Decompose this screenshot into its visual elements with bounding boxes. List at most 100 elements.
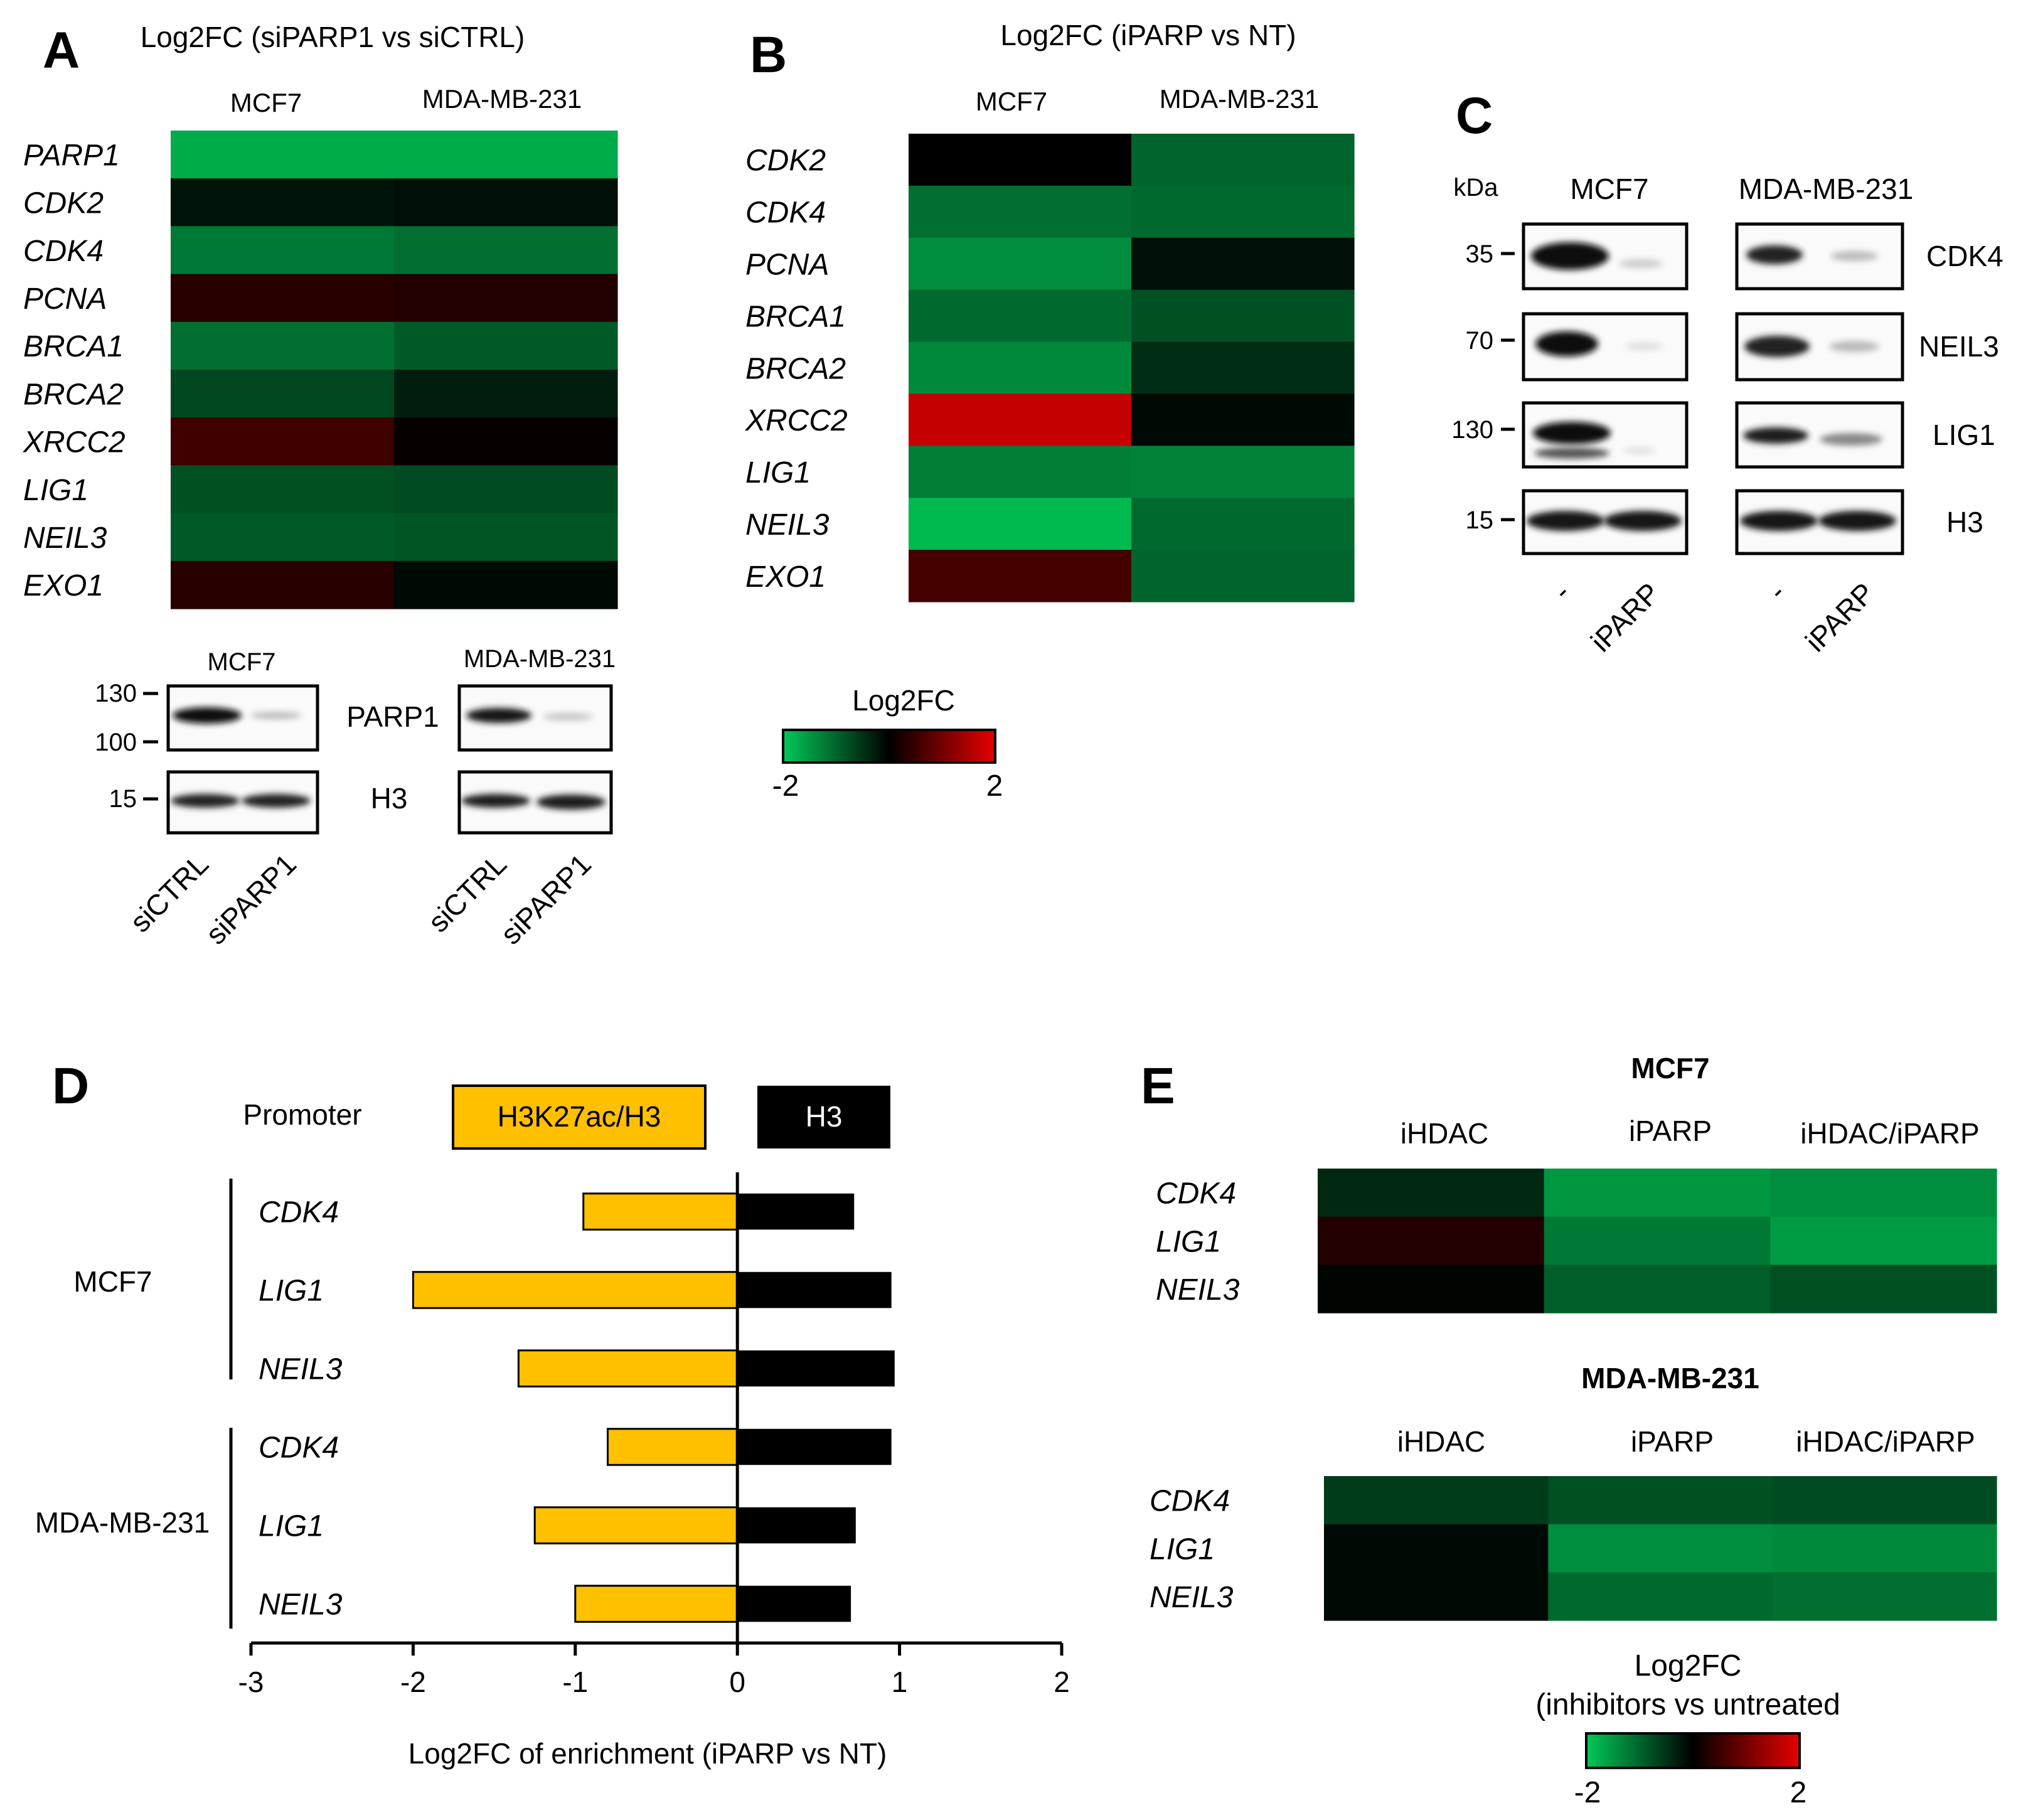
heatmap-cell — [1131, 289, 1355, 343]
blot-band — [466, 708, 531, 723]
heatmap-cell — [1324, 1524, 1549, 1573]
heatmap-cell — [1131, 134, 1355, 186]
heatmap-cell — [1324, 1572, 1549, 1621]
heatmap-cell — [171, 370, 395, 418]
bar-h3 — [737, 1271, 892, 1309]
heatmap-cell — [909, 289, 1132, 343]
heatmap-cell — [394, 370, 618, 418]
blot-c-marker: 15 — [1466, 506, 1494, 534]
blot-band — [1740, 511, 1818, 531]
legend-title: Promoter — [243, 1098, 361, 1131]
heatmap-cell — [1770, 1169, 1997, 1218]
blot-band — [1623, 447, 1655, 454]
heatmap-col-label: iHDAC — [1401, 1117, 1489, 1150]
gene-label: LIG1 — [1150, 1533, 1215, 1566]
bar-h3k27ac — [606, 1428, 739, 1466]
heatmap-cell — [171, 513, 395, 562]
gene-label: BRCA1 — [745, 300, 846, 333]
panel-a-western-blot: MCF7 MDA-MB-231 130 100 PARP1 15 H3 — [95, 645, 616, 951]
category-label: NEIL3 — [259, 1588, 343, 1622]
panel-c: C kDa MCF7 MDA-MB-231 35 CDK4 70 NEIL3 1… — [1451, 87, 2003, 658]
blot-a-lane-label: siCTRL — [124, 847, 215, 938]
blot-band — [251, 712, 301, 719]
panel-a-heatmap — [171, 131, 618, 609]
heatmap-cell — [1131, 237, 1355, 291]
panel-e-letter: E — [1141, 1057, 1175, 1115]
bar-h3 — [737, 1193, 855, 1230]
heatmap-col-label: iHDAC — [1397, 1425, 1486, 1458]
blot-band — [1535, 331, 1598, 356]
heatmap-col-label: iPARP — [1631, 1425, 1714, 1458]
panel-b-title: Log2FC (iPARP vs NT) — [1000, 19, 1296, 51]
bar-h3k27ac — [582, 1192, 739, 1231]
heatmap-cell — [1544, 1265, 1771, 1314]
heatmap-cell — [1772, 1572, 1997, 1621]
gene-label: EXO1 — [23, 569, 104, 602]
blot-c-protein: NEIL3 — [1919, 330, 1999, 363]
heatmap-cell — [1548, 1572, 1773, 1621]
blot-band — [1818, 511, 1896, 531]
panel-a-col-label: MDA-MB-231 — [422, 84, 582, 114]
blot-band — [173, 707, 242, 724]
heatmap-cell — [909, 498, 1132, 550]
heatmap-cell — [1772, 1524, 1997, 1573]
x-tick-label: -1 — [562, 1666, 588, 1698]
blot-c-marker: 35 — [1466, 240, 1494, 268]
gene-label: NEIL3 — [745, 508, 830, 542]
heatmap-cell — [909, 393, 1132, 446]
bar-h3 — [737, 1507, 856, 1544]
bar-h3k27ac — [574, 1585, 739, 1623]
heatmap-cell — [1318, 1265, 1545, 1314]
blot-a-marker: 130 — [95, 680, 137, 707]
blot-a-protein: H3 — [371, 782, 408, 815]
blot-a-group-label: MCF7 — [208, 648, 276, 676]
blot-band — [1619, 259, 1663, 268]
legend-swatch-h3k27ac — [452, 1084, 707, 1150]
heatmap-cell — [394, 560, 618, 609]
gene-label: PARP1 — [23, 139, 120, 172]
panel-b-heatmap — [909, 134, 1355, 602]
heatmap-cell — [1131, 185, 1355, 238]
heatmap-title: MDA-MB-231 — [1581, 1362, 1759, 1394]
category-label: LIG1 — [259, 1275, 324, 1308]
legend-label-h3: H3 — [806, 1100, 843, 1133]
panel-d-letter: D — [52, 1057, 89, 1115]
gene-label: PCNA — [745, 249, 829, 282]
heatmap-cell — [909, 185, 1132, 238]
heatmap-cell — [171, 274, 395, 323]
panel-b-gene-labels: CDK2 CDK4 PCNA BRCA1 BRCA2 XRCC2 LIG1 NEIL3 EXO1 — [745, 144, 848, 594]
blot-band — [1743, 427, 1808, 444]
panel-c-unit-label: kDa — [1453, 174, 1498, 201]
blot-c-lane-label: iPARP — [1799, 576, 1881, 658]
colorbar-label: Log2FC — [1635, 1649, 1742, 1683]
gene-label: CDK4 — [745, 196, 826, 230]
heatmap-cell — [1318, 1169, 1545, 1218]
blot-c-protein: CDK4 — [1926, 240, 2004, 272]
panel-e-colorbar: Log2FC (inhibitors vs untreated -2 2 — [1535, 1649, 1840, 1809]
colorbar-min: -2 — [1574, 1776, 1601, 1809]
heatmap-cell — [394, 417, 618, 466]
blot-c-lane-label: - — [1761, 576, 1791, 606]
blot-c-protein: LIG1 — [1933, 419, 1995, 451]
legend-swatch-h3 — [757, 1086, 890, 1148]
colorbar-max: 2 — [1790, 1776, 1807, 1809]
heatmap-title: MCF7 — [1631, 1052, 1709, 1084]
heatmap-cell — [394, 465, 618, 514]
heatmap-cell — [1544, 1169, 1771, 1218]
panel-b-letter: B — [750, 26, 787, 83]
panel-a-title: Log2FC (siPARP1 vs siCTRL) — [141, 21, 525, 53]
blot-band — [1820, 433, 1882, 446]
heatmap-cell — [394, 513, 618, 562]
panel-e-gene-labels: CDK4 LIG1 NEIL3 — [1156, 1177, 1240, 1307]
gene-label: XRCC2 — [745, 404, 848, 437]
blot-band — [543, 713, 593, 720]
heatmap-cell — [1131, 446, 1355, 498]
heatmap-cell — [394, 178, 618, 227]
panel-c-group-label: MCF7 — [1570, 173, 1648, 205]
heatmap-cell — [394, 226, 618, 275]
gene-label: LIG1 — [23, 474, 88, 507]
blot-band — [1746, 245, 1803, 264]
panel-b: B Log2FC (iPARP vs NT) MCF7 MDA-MB-231 C… — [745, 19, 1355, 803]
blot-band — [1533, 422, 1611, 444]
bar-h3k27ac — [412, 1271, 739, 1309]
